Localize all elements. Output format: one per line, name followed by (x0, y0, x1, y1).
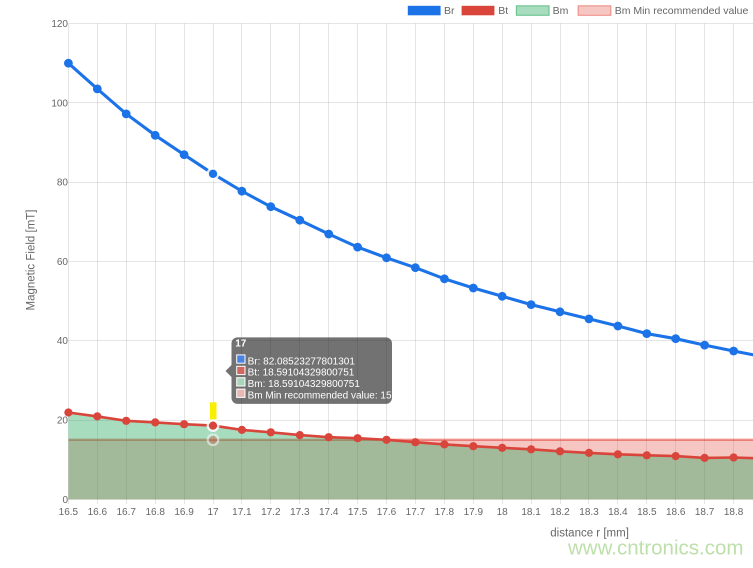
svg-text:120: 120 (51, 19, 68, 30)
svg-text:Br: 82.08523277801301: Br: 82.08523277801301 (248, 356, 356, 367)
svg-text:17.8: 17.8 (435, 507, 455, 518)
svg-text:18.5: 18.5 (637, 507, 657, 518)
svg-text:Bm: Bm (553, 5, 569, 17)
svg-text:18.7: 18.7 (695, 507, 715, 518)
svg-text:Bm Min recommended value: 15: Bm Min recommended value: 15 (248, 391, 392, 402)
svg-text:www.cntronics.com: www.cntronics.com (567, 537, 743, 560)
svg-text:17: 17 (207, 507, 219, 518)
svg-text:18.8: 18.8 (724, 507, 744, 518)
svg-text:60: 60 (57, 257, 69, 268)
svg-text:17.9: 17.9 (464, 507, 484, 518)
svg-text:16.9: 16.9 (174, 507, 194, 518)
svg-text:20: 20 (57, 416, 69, 427)
svg-text:0: 0 (62, 495, 68, 506)
svg-text:Magnetic Field [mT]: Magnetic Field [mT] (26, 210, 38, 311)
svg-text:18.2: 18.2 (550, 507, 570, 518)
svg-text:distance r [mm]: distance r [mm] (550, 528, 629, 540)
svg-text:17.5: 17.5 (348, 507, 368, 518)
svg-text:80: 80 (57, 178, 69, 189)
svg-text:18.1: 18.1 (521, 507, 541, 518)
svg-text:18: 18 (497, 507, 509, 518)
svg-text:17.7: 17.7 (406, 507, 426, 518)
svg-text:16.8: 16.8 (145, 507, 165, 518)
svg-text:17.4: 17.4 (319, 507, 339, 518)
svg-text:100: 100 (51, 98, 68, 109)
svg-text:16.6: 16.6 (88, 507, 108, 518)
svg-text:17.2: 17.2 (261, 507, 281, 518)
svg-text:Bm: 18.59104329800751: Bm: 18.59104329800751 (248, 379, 361, 390)
svg-text:17.1: 17.1 (232, 507, 252, 518)
svg-text:Bm Min recommended value: Bm Min recommended value (615, 5, 749, 17)
svg-text:17: 17 (235, 339, 247, 350)
svg-text:Bt: 18.59104329800751: Bt: 18.59104329800751 (248, 368, 355, 379)
svg-text:16.5: 16.5 (59, 507, 79, 518)
svg-text:18.3: 18.3 (579, 507, 599, 518)
svg-text:18.6: 18.6 (666, 507, 686, 518)
svg-text:Bt: Bt (498, 5, 508, 17)
svg-text:18.4: 18.4 (608, 507, 628, 518)
svg-text:17.3: 17.3 (290, 507, 310, 518)
svg-text:17.6: 17.6 (377, 507, 397, 518)
svg-text:Br: Br (444, 5, 455, 17)
svg-text:16.7: 16.7 (116, 507, 136, 518)
svg-text:40: 40 (57, 336, 69, 347)
